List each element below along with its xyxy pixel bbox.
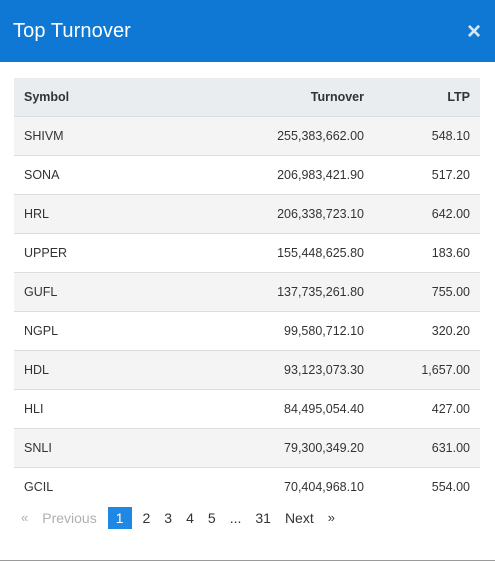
cell-ltp: 631.00 [374, 427, 480, 467]
cell-ltp: 183.60 [374, 232, 480, 272]
page-link-4[interactable]: 4 [186, 510, 194, 526]
page-link-5[interactable]: 5 [207, 510, 216, 526]
table-row[interactable]: SHIVM 255,383,662.00 548.10 [14, 115, 480, 155]
turnover-table: Symbol Turnover LTP SHIVM 255,383,662.00 5… [14, 78, 480, 506]
cell-turnover: 93,123,073.30 [154, 349, 374, 389]
cell-symbol[interactable]: SNLI [14, 427, 154, 467]
page-link-3[interactable]: 3 [164, 510, 173, 526]
cell-turnover: 206,983,421.90 [154, 154, 374, 194]
cell-ltp: 642.00 [374, 193, 480, 233]
cell-ltp: 427.00 [374, 388, 480, 428]
table-row[interactable]: SONA 206,983,421.90 517.20 [14, 154, 480, 194]
table-row[interactable]: GUFL 137,735,261.80 755.00 [14, 271, 480, 311]
cell-symbol[interactable]: NGPL [14, 310, 154, 350]
cell-symbol[interactable]: SONA [14, 154, 154, 194]
cell-ltp: 755.00 [374, 271, 480, 311]
cell-ltp: 320.20 [374, 310, 480, 350]
cell-turnover: 155,448,625.80 [154, 232, 374, 272]
table-header: Symbol Turnover LTP [14, 78, 480, 116]
cell-ltp: 554.00 [374, 466, 480, 506]
cell-ltp: 1,657.00 [374, 349, 480, 389]
cell-symbol[interactable]: SHIVM [14, 115, 154, 155]
table-body: SHIVM 255,383,662.00 548.10 SONA 206,983,421… [14, 115, 480, 506]
next-page-link[interactable]: Next [284, 510, 314, 526]
cell-turnover: 70,404,968.10 [154, 466, 374, 506]
table-row[interactable]: SNLI 79,300,349.20 631.00 [14, 427, 480, 467]
cell-ltp: 548.10 [374, 115, 480, 155]
cell-symbol[interactable]: GCIL [14, 466, 154, 506]
table-row[interactable]: GCIL 70,404,968.10 554.00 [14, 466, 480, 506]
cell-turnover: 255,383,662.00 [154, 115, 374, 155]
cell-ltp: 517.20 [374, 154, 480, 194]
previous-arrow-icon: « [21, 510, 29, 525]
modal-title: Top Turnover [13, 19, 131, 42]
column-header-symbol[interactable]: Symbol [24, 89, 70, 104]
page-link-last[interactable]: 31 [255, 510, 271, 526]
modal-header: Top Turnover × [0, 0, 495, 62]
page-link-2[interactable]: 2 [142, 510, 151, 526]
cell-symbol[interactable]: HRL [14, 193, 154, 233]
table-row[interactable]: NGPL 99,580,712.10 320.20 [14, 310, 480, 350]
column-header-ltp[interactable]: LTP [447, 89, 470, 104]
cell-symbol[interactable]: HLI [14, 388, 154, 428]
cell-turnover: 206,338,723.10 [154, 193, 374, 233]
turnover-table-container: Symbol Turnover LTP SHIVM 255,383,662.00 5… [14, 78, 480, 506]
page-link-1[interactable]: 1 [107, 507, 132, 529]
cell-turnover: 79,300,349.20 [154, 427, 374, 467]
table-row[interactable]: UPPER 155,448,625.80 183.60 [14, 232, 480, 272]
next-arrow-icon[interactable]: » [327, 510, 335, 525]
cell-symbol[interactable]: UPPER [14, 232, 154, 272]
cell-symbol[interactable]: GUFL [14, 271, 154, 311]
cell-turnover: 84,495,054.40 [154, 388, 374, 428]
table-header-row: Symbol Turnover LTP [14, 78, 480, 116]
cell-turnover: 137,735,261.80 [154, 271, 374, 311]
cell-turnover: 99,580,712.10 [154, 310, 374, 350]
close-icon[interactable]: × [466, 18, 481, 45]
table-row[interactable]: HRL 206,338,723.10 642.00 [14, 193, 480, 233]
table-row[interactable]: HDL 93,123,073.30 1,657.00 [14, 349, 480, 389]
pagination: « Previous 1 2 3 4 5 ... 31 Next » [14, 506, 342, 530]
cell-symbol[interactable]: HDL [14, 349, 154, 389]
previous-page-link[interactable]: Previous [42, 510, 97, 526]
table-row[interactable]: HLI 84,495,054.40 427.00 [14, 388, 480, 428]
column-header-turnover[interactable]: Turnover [310, 89, 364, 104]
pagination-ellipsis: ... [229, 510, 242, 526]
